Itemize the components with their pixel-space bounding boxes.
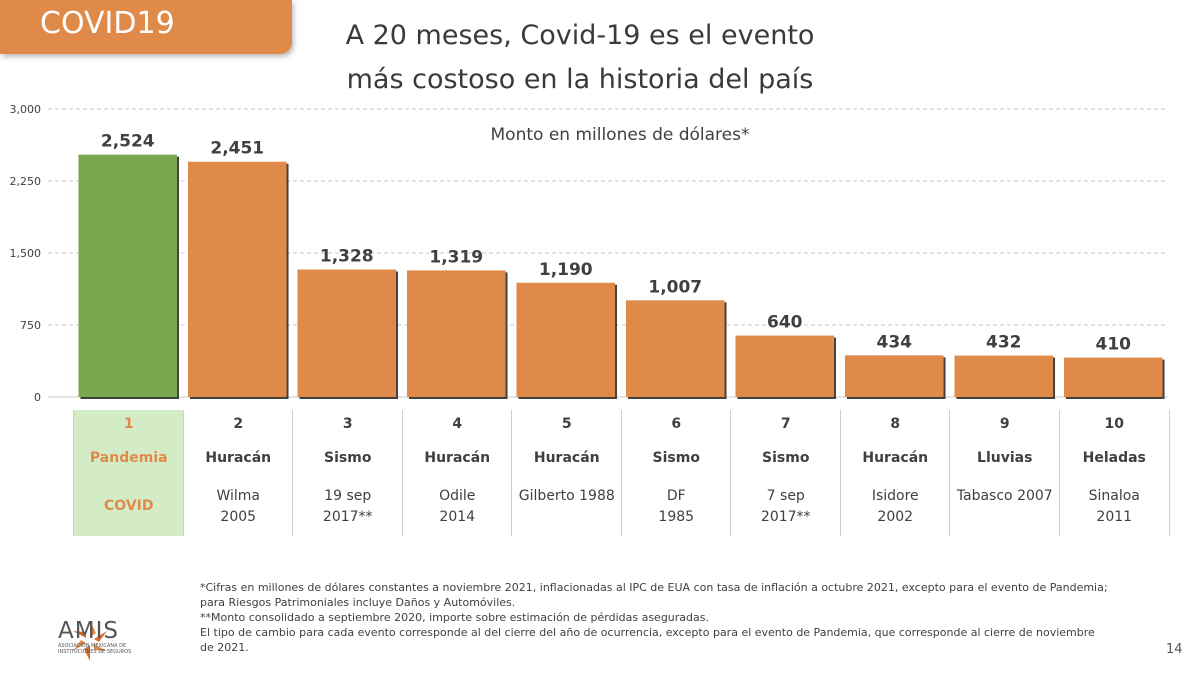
bar-2: [187, 161, 287, 397]
event-table: 1 Pandemia COVID 2 Huracán Wilma 2005 3 Sismo 19…: [73, 410, 1170, 536]
event-name: DF 1985: [658, 488, 695, 525]
chart-subtitle: Monto en millones de dólares*: [491, 125, 750, 145]
event-rank: 10: [1104, 416, 1124, 432]
section-tag-label: COVID19: [40, 6, 175, 41]
bar-value-labels: 2,524 2,451 1,328 1,319 1,190 1,007 640 434 432 4…: [101, 132, 1131, 355]
event-rank: 5: [561, 416, 572, 432]
event-category: Sismo: [762, 450, 810, 466]
table-column: 8 Huracán Isidore 2002: [839, 410, 951, 536]
bar-value-label: 434: [877, 332, 913, 352]
event-name: Tabasco 2007: [956, 488, 1053, 504]
event-rank: 6: [671, 416, 682, 432]
event-rank: 8: [890, 416, 901, 432]
event-category: Lluvias: [977, 450, 1033, 466]
event-category: Pandemia: [89, 450, 168, 466]
table-column: 6 Sismo DF 1985: [620, 410, 732, 536]
y-tick-label: 2,250: [10, 175, 42, 188]
footnote-2: **Monto consolidado a septiembre 2020, i…: [200, 611, 709, 624]
event-name: Isidore 2002: [871, 488, 919, 525]
event-name: COVID: [104, 498, 154, 514]
table-column: 9 Lluvias Tabasco 2007: [949, 410, 1060, 536]
logo-name: AMIS: [58, 618, 119, 644]
footnote-3: El tipo de cambio para cada evento corre…: [200, 626, 1095, 654]
bar-chart: 0 750 1,500 2,250 3,000 Monto en millones de…: [10, 103, 1168, 404]
chart-bars: [78, 154, 1165, 399]
bar-7: [735, 335, 835, 397]
bar-value-label: 1,328: [320, 247, 374, 267]
bar-value-label: 410: [1096, 335, 1132, 355]
event-category: Sismo: [652, 450, 700, 466]
event-category: Heladas: [1082, 450, 1146, 466]
event-name: Sinaloa 2011: [1088, 488, 1140, 525]
page-number: 14: [1166, 642, 1183, 657]
bar-5: [516, 282, 616, 397]
event-rank: 3: [342, 416, 353, 432]
event-category: Huracán: [533, 450, 600, 466]
table-column: 4 Huracán Odile 2014: [401, 410, 513, 536]
bar-value-label: 2,524: [101, 132, 155, 152]
y-tick-label: 1,500: [10, 247, 42, 260]
event-name: Gilberto 1988: [518, 488, 615, 504]
bar-value-label: 1,319: [429, 247, 483, 267]
event-category: Huracán: [862, 450, 929, 466]
table-column: 1 Pandemia COVID: [73, 410, 184, 536]
footnote-1: *Cifras en millones de dólares constante…: [200, 581, 1108, 609]
bar-value-label: 2,451: [210, 139, 264, 159]
footnotes: *Cifras en millones de dólares constante…: [200, 580, 1110, 655]
logo-subtitle: ASOCIACIÓN MEXICANA DE INSTITUCIONES DE …: [58, 643, 132, 655]
table-column: 2 Huracán Wilma 2005: [182, 410, 294, 536]
event-name: Wilma 2005: [216, 488, 261, 525]
event-rank: 7: [780, 416, 791, 432]
bar-value-label: 1,190: [539, 260, 593, 280]
event-rank: 4: [452, 416, 463, 432]
section-tag: COVID19: [0, 0, 292, 54]
bar-8: [844, 355, 944, 397]
bar-9: [954, 355, 1054, 397]
y-axis-ticks: 0 750 1,500 2,250 3,000: [10, 103, 42, 404]
y-tick-label: 3,000: [10, 103, 42, 116]
bar-value-label: 432: [986, 333, 1022, 353]
event-category: Sismo: [324, 450, 372, 466]
amis-logo-icon: [73, 621, 107, 661]
y-tick-label: 0: [34, 391, 41, 404]
bar-value-label: 640: [767, 313, 803, 333]
table-column: 5 Huracán Gilberto 1988: [511, 410, 622, 536]
table-column: 3 Sismo 19 sep 2017**: [292, 410, 403, 536]
table-column: 10 Heladas Sinaloa 2011: [1058, 410, 1170, 536]
bar-value-label: 1,007: [648, 277, 702, 297]
bar-6: [625, 300, 725, 397]
event-name: 7 sep 2017**: [760, 488, 811, 525]
page-title: A 20 meses, Covid-19 es el evento más co…: [345, 20, 815, 95]
bar-10: [1063, 357, 1163, 397]
event-rank: 9: [999, 416, 1010, 432]
event-name: 19 sep 2017**: [322, 488, 373, 525]
bar-4: [406, 270, 506, 397]
bar-3: [297, 269, 397, 397]
event-category: Huracán: [424, 450, 491, 466]
bar-1: [78, 154, 178, 397]
event-category: Huracán: [205, 450, 272, 466]
event-rank: 1: [123, 416, 134, 432]
y-tick-label: 750: [20, 319, 41, 332]
table-column: 7 Sismo 7 sep 2017**: [730, 410, 841, 536]
event-rank: 2: [233, 416, 244, 432]
event-name: Odile 2014: [439, 488, 476, 525]
